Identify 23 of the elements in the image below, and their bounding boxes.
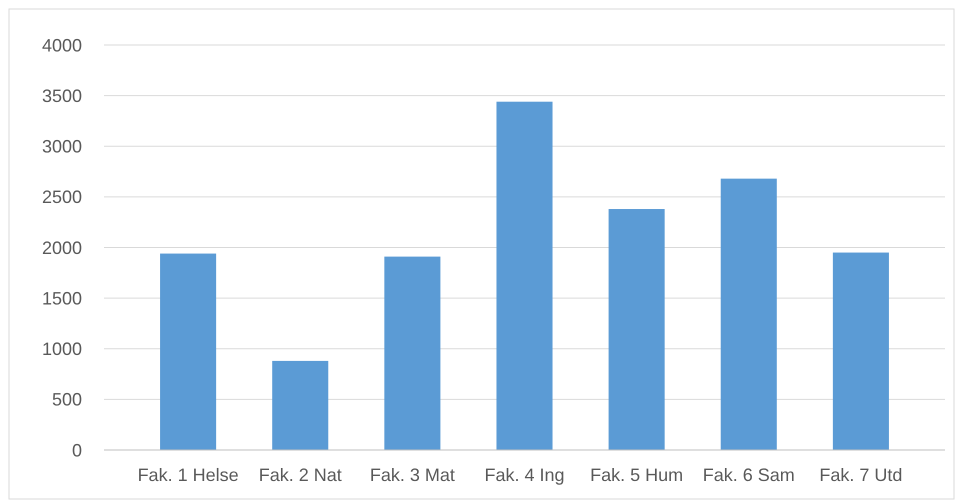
x-tick-label: Fak. 3 Mat <box>370 465 455 485</box>
x-tick-label: Fak. 1 Helse <box>138 465 239 485</box>
y-tick-label: 0 <box>72 440 82 460</box>
y-tick-label: 500 <box>52 390 82 410</box>
bar <box>160 254 216 450</box>
bar <box>384 256 440 450</box>
x-tick-label: Fak. 4 Ing <box>484 465 565 485</box>
bar <box>496 102 553 450</box>
y-tick-label: 3000 <box>42 136 82 157</box>
bar <box>608 209 665 450</box>
x-tick-label: Fak. 7 Utd <box>819 465 902 485</box>
y-tick-label: 1000 <box>42 339 82 360</box>
y-tick-label: 3500 <box>42 86 82 106</box>
y-tick-label: 1500 <box>42 288 82 308</box>
bar <box>720 178 777 450</box>
x-tick-label: Fak. 5 Hum <box>590 465 684 485</box>
y-tick-label: 2000 <box>42 238 82 258</box>
y-tick-label: 2500 <box>42 187 82 208</box>
x-tick-label: Fak. 6 Sam <box>702 465 795 485</box>
bar <box>832 252 889 450</box>
bar <box>272 360 328 450</box>
x-tick-label: Fak. 2 Nat <box>258 465 342 485</box>
y-tick-label: 4000 <box>42 35 82 56</box>
